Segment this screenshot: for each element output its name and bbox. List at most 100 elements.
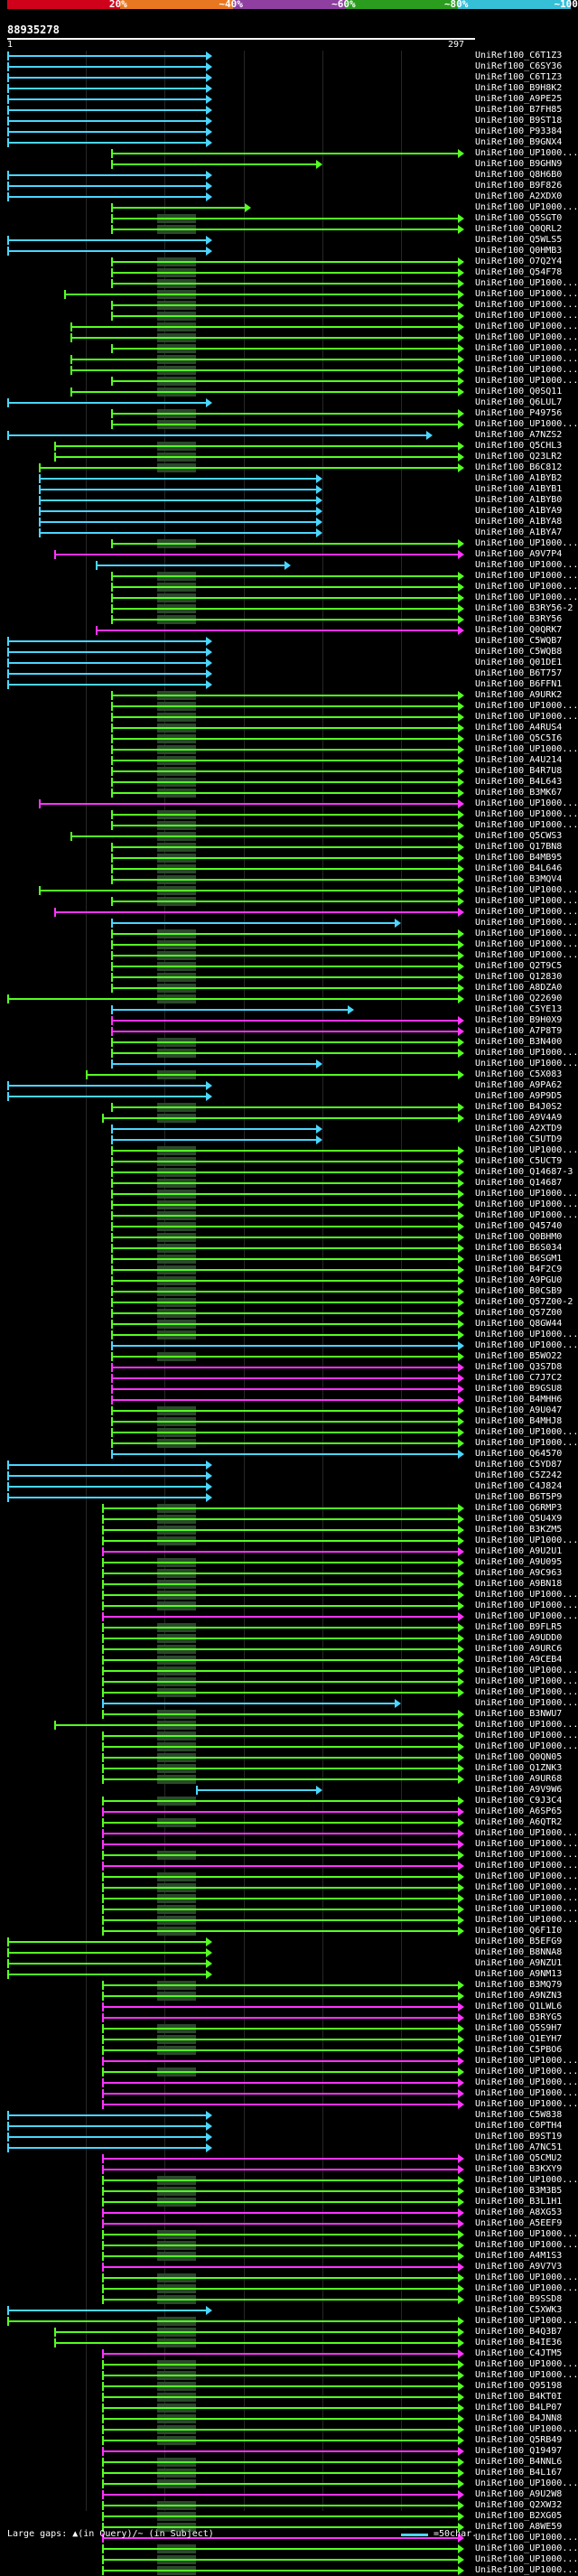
hit-label[interactable]: UniRef100_C5XWK3: [475, 2305, 563, 2315]
hit-label[interactable]: UniRef100_B4Q3B7: [475, 2327, 563, 2337]
hit-row[interactable]: UniRef100_C0PTH4: [0, 2121, 578, 2132]
hit-row[interactable]: UniRef100_UP1000...: [0, 1590, 578, 1601]
hit-label[interactable]: UniRef100_Q1LWL6: [475, 2002, 563, 2011]
hit-label[interactable]: UniRef100_UP1000...: [475, 1666, 578, 1675]
hit-label[interactable]: UniRef100_B9SSD8: [475, 2294, 563, 2304]
hit-row[interactable]: UniRef100_B6S034: [0, 1243, 578, 1254]
hit-row[interactable]: UniRef100_A9NZU1: [0, 1958, 578, 1969]
hit-label[interactable]: UniRef100_UP1000...: [475, 1839, 578, 1849]
hit-row[interactable]: UniRef100_A7NC51: [0, 2142, 578, 2153]
hit-label[interactable]: UniRef100_UP1000...: [475, 2273, 578, 2282]
hit-row[interactable]: UniRef100_B3RYG5: [0, 2012, 578, 2023]
hit-label[interactable]: UniRef100_B9H8K2: [475, 83, 563, 93]
hit-label[interactable]: UniRef100_UP1000...: [475, 798, 578, 808]
hit-label[interactable]: UniRef100_B9F826: [475, 181, 563, 191]
hit-label[interactable]: UniRef100_Q54F78: [475, 267, 563, 277]
hit-label[interactable]: UniRef100_UP1000...: [475, 939, 578, 949]
hit-row[interactable]: UniRef100_UP1000...: [0, 1330, 578, 1340]
hit-row[interactable]: UniRef100_B4L167: [0, 2468, 578, 2478]
hit-row[interactable]: UniRef100_UP1000...: [0, 2370, 578, 2381]
hit-row[interactable]: UniRef100_UP1000...: [0, 202, 578, 213]
hit-row[interactable]: UniRef100_Q5CMU2: [0, 2153, 578, 2164]
hit-row[interactable]: UniRef100_Q64570: [0, 1449, 578, 1460]
hit-label[interactable]: UniRef100_Q5WLS5: [475, 235, 563, 245]
hit-label[interactable]: UniRef100_UP1000...: [475, 744, 578, 754]
hit-label[interactable]: UniRef100_Q0SQ11: [475, 387, 563, 397]
hit-label[interactable]: UniRef100_UP1000...: [475, 2088, 578, 2098]
hit-row[interactable]: UniRef100_Q6RMP3: [0, 1503, 578, 1514]
hit-row[interactable]: UniRef100_UP1000...: [0, 2478, 578, 2489]
hit-label[interactable]: UniRef100_UP1000...: [475, 885, 578, 895]
hit-row[interactable]: UniRef100_UP1000...: [0, 2424, 578, 2435]
hit-label[interactable]: UniRef100_A7P8T9: [475, 1026, 563, 1036]
hit-label[interactable]: UniRef100_UP1000...: [475, 1427, 578, 1437]
hit-row[interactable]: UniRef100_C5YE13: [0, 1004, 578, 1015]
hit-label[interactable]: UniRef100_Q1ZNK3: [475, 1763, 563, 1773]
hit-row[interactable]: UniRef100_C5WQB7: [0, 636, 578, 647]
hit-label[interactable]: UniRef100_A7NZS2: [475, 430, 563, 440]
hit-row[interactable]: UniRef100_Q5RB49: [0, 2435, 578, 2446]
hit-label[interactable]: UniRef100_Q0QN05: [475, 1752, 563, 1762]
hit-row[interactable]: UniRef100_UP1000...: [0, 289, 578, 300]
hit-label[interactable]: UniRef100_C5UTD9: [475, 1134, 563, 1144]
hit-row[interactable]: UniRef100_UP1000...: [0, 918, 578, 929]
hit-label[interactable]: UniRef100_UP1000...: [475, 289, 578, 299]
hit-row[interactable]: UniRef100_Q5S9H7: [0, 2023, 578, 2034]
hit-label[interactable]: UniRef100_Q22690: [475, 994, 563, 1003]
hit-label[interactable]: UniRef100_B9ST19: [475, 2132, 563, 2142]
hit-row[interactable]: UniRef100_A8DZA0: [0, 983, 578, 994]
hit-row[interactable]: UniRef100_P93384: [0, 126, 578, 137]
hit-label[interactable]: UniRef100_B4KT0I: [475, 2392, 563, 2402]
hit-label[interactable]: UniRef100_Q5C5I6: [475, 733, 563, 743]
hit-row[interactable]: UniRef100_Q54F78: [0, 267, 578, 278]
hit-label[interactable]: UniRef100_UP1000...: [475, 1882, 578, 1892]
hit-row[interactable]: UniRef100_UP1000...: [0, 2175, 578, 2186]
hit-label[interactable]: UniRef100_UP1000...: [475, 712, 578, 722]
hit-label[interactable]: UniRef100_A8XG53: [475, 2207, 563, 2217]
hit-label[interactable]: UniRef100_UP1000...: [475, 365, 578, 375]
hit-row[interactable]: UniRef100_A1BYA8: [0, 517, 578, 527]
hit-row[interactable]: UniRef100_UP1000...: [0, 1871, 578, 1882]
hit-row[interactable]: UniRef100_B4JNN8: [0, 2413, 578, 2424]
hit-label[interactable]: UniRef100_B6C812: [475, 462, 563, 472]
hit-row[interactable]: UniRef100_Q1EYH7: [0, 2034, 578, 2045]
hit-row[interactable]: UniRef100_A9NM13: [0, 1969, 578, 1980]
hit-row[interactable]: UniRef100_Q0SQ11: [0, 387, 578, 397]
hit-row[interactable]: UniRef100_B3RY56: [0, 614, 578, 625]
hit-label[interactable]: UniRef100_A9URC6: [475, 1644, 563, 1654]
hit-row[interactable]: UniRef100_B5EFG9: [0, 1937, 578, 1947]
hit-row[interactable]: UniRef100_Q3S7D8: [0, 1362, 578, 1373]
hit-label[interactable]: UniRef100_A6SP65: [475, 1806, 563, 1816]
hit-row[interactable]: UniRef100_UP1000...: [0, 311, 578, 322]
hit-row[interactable]: UniRef100_UP1000...: [0, 1340, 578, 1351]
hit-label[interactable]: UniRef100_B4R7U8: [475, 766, 563, 776]
hit-label[interactable]: UniRef100_B5WO22: [475, 1351, 563, 1361]
hit-row[interactable]: UniRef100_B9GHN9: [0, 159, 578, 170]
hit-label[interactable]: UniRef100_A9NZN3: [475, 1991, 563, 2001]
hit-row[interactable]: UniRef100_C4JTM5: [0, 2348, 578, 2359]
hit-row[interactable]: UniRef100_Q5CWS3: [0, 831, 578, 842]
hit-row[interactable]: UniRef100_A5EEF9: [0, 2218, 578, 2229]
hit-label[interactable]: UniRef100_C6SY36: [475, 61, 563, 71]
hit-label[interactable]: UniRef100_C6T1Z3: [475, 72, 563, 82]
hit-label[interactable]: UniRef100_Q5S9H7: [475, 2023, 563, 2033]
hit-label[interactable]: UniRef100_A9BN18: [475, 1579, 563, 1589]
hit-row[interactable]: UniRef100_Q17BN8: [0, 842, 578, 853]
hit-label[interactable]: UniRef100_UP1000...: [475, 582, 578, 592]
hit-label[interactable]: UniRef100_UP1000...: [475, 1590, 578, 1600]
hit-label[interactable]: UniRef100_C5Z242: [475, 1470, 563, 1480]
hit-label[interactable]: UniRef100_B4MHH6: [475, 1395, 563, 1405]
hit-label[interactable]: UniRef100_A1BYB1: [475, 484, 563, 494]
hit-label[interactable]: UniRef100_UP1000...: [475, 1059, 578, 1069]
hit-label[interactable]: UniRef100_C5YD87: [475, 1460, 563, 1470]
hit-label[interactable]: UniRef100_A9V4A9: [475, 1113, 563, 1123]
hit-label[interactable]: UniRef100_UP1000...: [475, 2565, 578, 2575]
hit-label[interactable]: UniRef100_B6T5P9: [475, 1492, 563, 1502]
hit-label[interactable]: UniRef100_UP1000...: [475, 593, 578, 602]
hit-row[interactable]: UniRef100_Q45740: [0, 1221, 578, 1232]
hit-label[interactable]: UniRef100_B5EFG9: [475, 1937, 563, 1946]
hit-label[interactable]: UniRef100_C4J824: [475, 1481, 563, 1491]
hit-row[interactable]: UniRef100_Q5SGT0: [0, 213, 578, 224]
hit-row[interactable]: UniRef100_UP1000...: [0, 2099, 578, 2110]
hit-label[interactable]: UniRef100_Q1EYH7: [475, 2034, 563, 2044]
